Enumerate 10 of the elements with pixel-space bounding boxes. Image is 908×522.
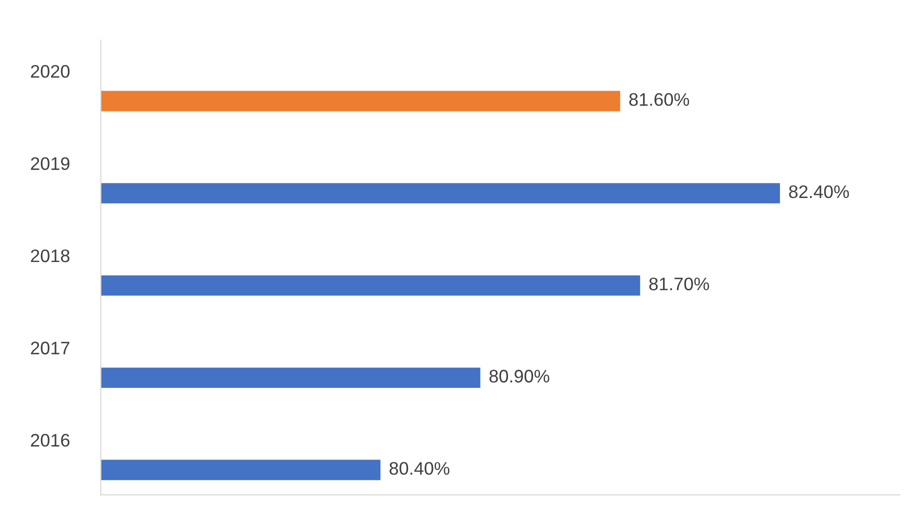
y-tick-label: 2020 <box>30 64 70 78</box>
y-tick-label: 2019 <box>30 157 70 170</box>
data-label: 80.90% <box>489 370 550 383</box>
y-tick-label: 2016 <box>30 434 70 447</box>
data-label: 81.60% <box>629 93 690 106</box>
data-label: 82.40% <box>789 185 849 198</box>
y-tick-label: 2018 <box>30 249 70 262</box>
data-label: 81.70% <box>649 278 710 290</box>
y-tick-label: 2017 <box>30 342 70 354</box>
data-label: 80.40% <box>390 462 450 475</box>
